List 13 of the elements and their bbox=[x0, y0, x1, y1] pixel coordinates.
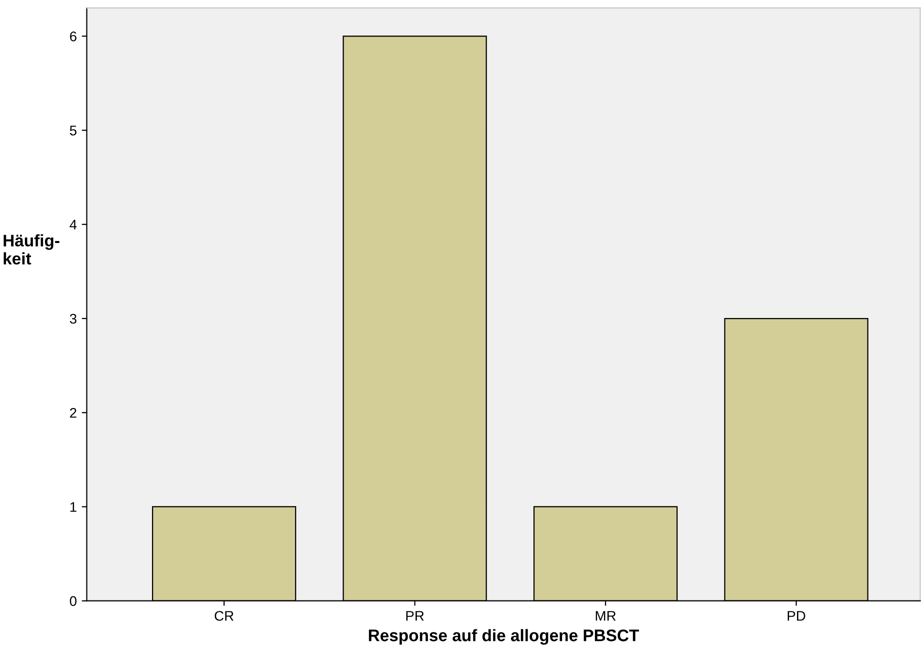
x-tick-label: PD bbox=[788, 611, 806, 621]
y-tick-label: 1 bbox=[70, 502, 76, 512]
y-axis-title: Häufig- keit bbox=[4, 234, 60, 265]
y-tick-label: 0 bbox=[70, 596, 76, 606]
y-tick-label: 5 bbox=[70, 126, 76, 136]
y-tick-label: 3 bbox=[70, 314, 76, 324]
y-tick-label: 4 bbox=[70, 220, 77, 230]
x-tick-label: CR bbox=[214, 610, 234, 621]
y-tick-label: 6 bbox=[70, 32, 76, 42]
x-axis-title: Response auf die allogene PBSCT bbox=[368, 629, 640, 645]
y-tick-label: 2 bbox=[70, 408, 76, 418]
x-tick-label: MR bbox=[596, 611, 616, 621]
x-tick-label: PR bbox=[406, 611, 424, 621]
